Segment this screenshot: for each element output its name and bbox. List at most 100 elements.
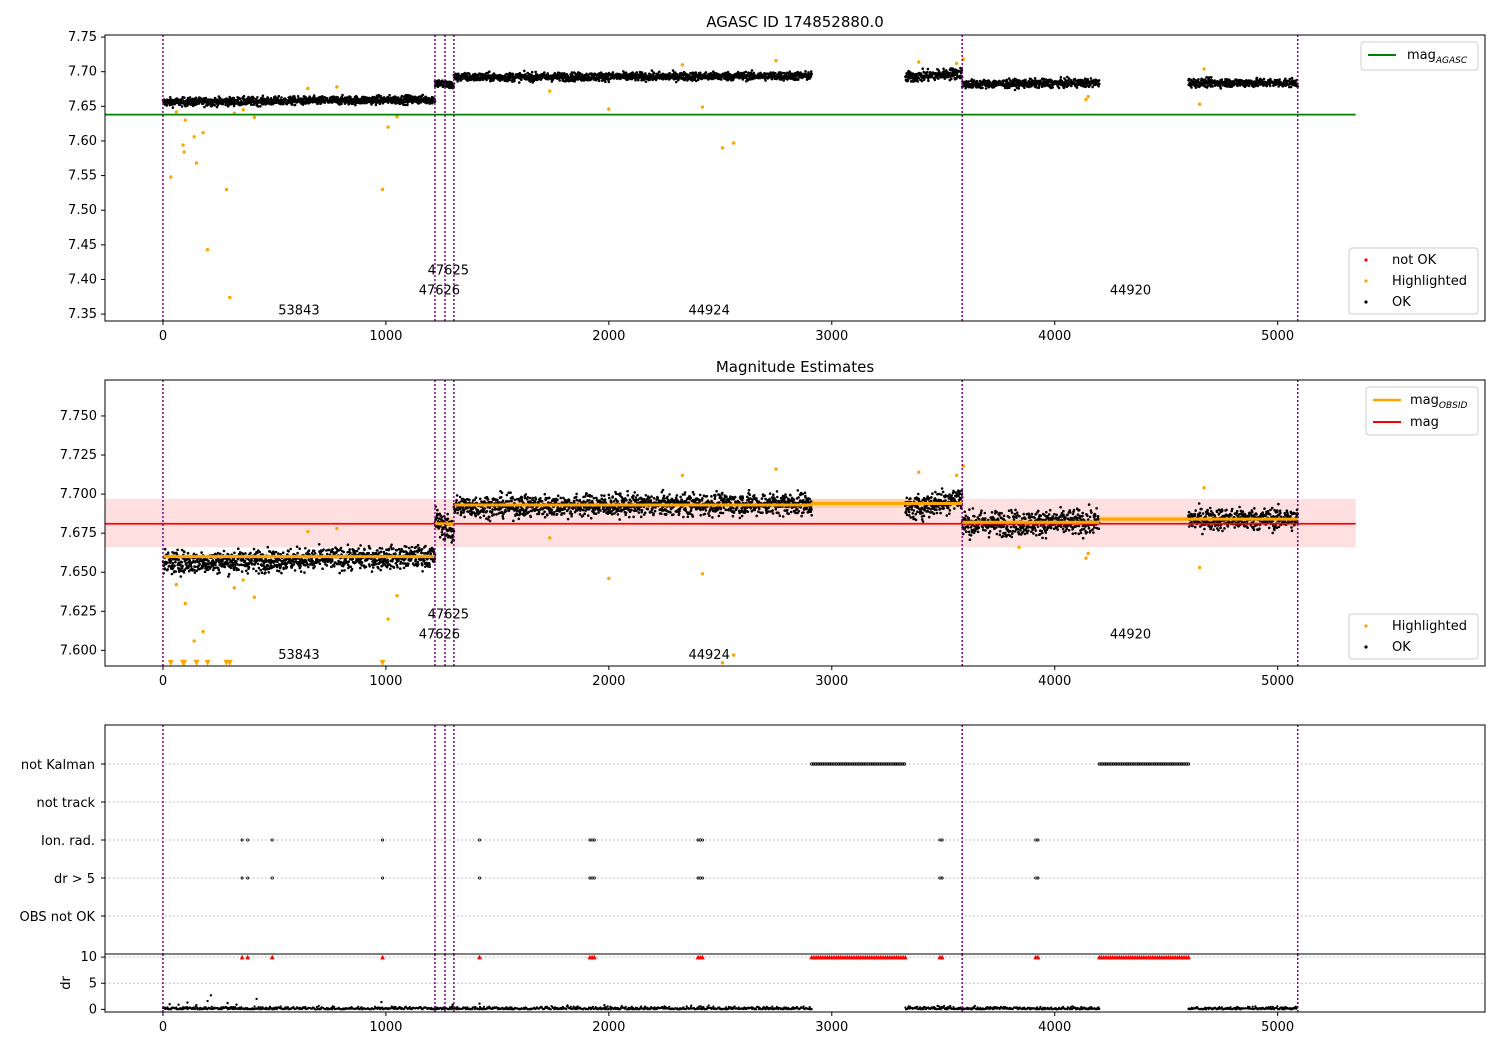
dr-points-segment: [961, 1004, 1101, 1011]
highlighted-point: [194, 161, 199, 165]
y-tick-label: 7.40: [68, 272, 97, 287]
dr-points-segment: [904, 1004, 964, 1011]
highlighted-point: [1084, 556, 1088, 560]
x-tick-label: 0: [159, 329, 167, 344]
highlighted-point: [1086, 551, 1090, 556]
legend-label-mag-obsid: magOBSID: [1410, 393, 1468, 411]
flag-marker: [240, 876, 244, 880]
highlighted-point: [720, 661, 725, 665]
flag-marker: [478, 838, 482, 842]
panel3-data-layer: [105, 725, 1485, 954]
flag-marker: [1036, 838, 1040, 842]
dr-capped-marker: [939, 954, 945, 960]
highlighted-point: [224, 187, 229, 192]
x-tick-label: 0: [159, 674, 167, 689]
y-tick-label: 7.600: [60, 643, 97, 658]
dr-points-segment: [452, 1004, 813, 1011]
highlighted-point: [386, 125, 390, 129]
flag-marker: [246, 876, 250, 880]
panel2-legend-bottom: Highlighted OK: [1348, 613, 1479, 660]
x-tick-label: 3000: [815, 329, 848, 344]
ok-points-segment: [904, 66, 964, 83]
flag-marker: [940, 838, 944, 842]
flag-label-not-kalman: not Kalman: [21, 758, 95, 773]
offscale-low-marker: [379, 659, 386, 666]
highlighted-point: [241, 578, 245, 582]
highlighted-point: [201, 130, 205, 135]
dr-outlier-point: [168, 1002, 171, 1006]
y-tick-label: 7.65: [68, 99, 97, 114]
offscale-low-marker: [204, 659, 211, 666]
dr-outlier-point: [186, 1001, 189, 1004]
y-tick-label: 10: [80, 950, 97, 965]
y-tick-label: 7.650: [60, 565, 97, 580]
highlighted-point: [395, 115, 399, 119]
dr-capped-marker: [700, 954, 705, 960]
panel2-legend-top: magOBSID mag: [1365, 386, 1479, 436]
highlighted-point: [917, 60, 921, 64]
x-tick-label: 1000: [369, 1020, 402, 1035]
highlighted-point: [607, 576, 611, 581]
highlighted-point: [174, 583, 179, 587]
y-tick-label: 7.35: [68, 307, 97, 322]
highlighted-point: [700, 572, 705, 576]
highlighted-point: [182, 150, 186, 154]
panel3-axes: [101, 763, 105, 917]
legend-marker-highlighted: [1364, 624, 1368, 628]
legend-label-ok: OK: [1392, 295, 1411, 310]
dr-outlier-point: [235, 1003, 238, 1006]
highlighted-point: [1197, 102, 1202, 106]
x-tick-label: 5000: [1261, 674, 1294, 689]
y-tick-label: 7.625: [60, 604, 97, 619]
ok-points-segment: [904, 487, 964, 523]
panel2-obsid-labels: 53843 47625 47626 44924 44920: [278, 607, 1151, 663]
highlighted-point: [192, 135, 196, 139]
flag-marker: [592, 838, 596, 842]
flag-label-dr-gt-5: dr > 5: [54, 872, 95, 887]
panel1-legend-top: magAGASC: [1360, 41, 1479, 71]
legend-label-not-ok: not OK: [1392, 253, 1437, 268]
dr-points-segment: [161, 1004, 455, 1011]
panel1-data-layer: [105, 35, 1356, 321]
flag-label-ion-rad: Ion. rad.: [41, 834, 95, 849]
highlighted-point: [252, 595, 257, 599]
y-tick-label: 5: [89, 976, 97, 991]
legend-box: [1360, 41, 1479, 71]
ok-points-segment: [161, 93, 437, 109]
highlighted-point: [548, 536, 552, 540]
legend-label-highlighted: Highlighted: [1392, 619, 1467, 634]
flag-marker: [381, 876, 385, 880]
dr-outlier-point: [206, 999, 209, 1003]
dr-capped-marker: [269, 954, 275, 960]
y-tick-label: 7.725: [60, 448, 97, 463]
flag-marker: [270, 876, 274, 880]
highlighted-point: [201, 629, 205, 634]
dr-capped-marker: [1035, 954, 1041, 960]
legend-box: [1348, 613, 1479, 660]
highlighted-point: [1017, 545, 1021, 549]
dr-outlier-point: [603, 1004, 606, 1007]
dr-capped-marker: [239, 954, 245, 960]
offscale-low-marker: [167, 659, 174, 666]
highlighted-point: [395, 593, 399, 598]
dr-capped-marker: [591, 954, 597, 960]
obsid-label-47626: 47626: [419, 628, 460, 643]
legend-label-mag: mag: [1410, 415, 1439, 430]
legend-box: [1348, 247, 1479, 315]
flag-marker: [240, 838, 244, 842]
offscale-low-marker: [181, 659, 188, 666]
highlighted-point: [174, 110, 179, 114]
highlighted-point: [306, 529, 310, 534]
legend-marker-highlighted: [1364, 279, 1368, 283]
obsid-label-44920: 44920: [1110, 284, 1151, 299]
dr-points-segment: [1187, 1005, 1299, 1011]
highlighted-point: [731, 653, 736, 657]
ok-points-segment: [161, 543, 437, 578]
x-tick-label: 3000: [815, 1020, 848, 1035]
y-tick-label: 0: [89, 1002, 97, 1017]
highlighted-point: [720, 146, 725, 150]
y-tick-label: 7.45: [68, 238, 97, 253]
highlighted-point: [1084, 97, 1088, 102]
flag-marker: [478, 876, 482, 880]
